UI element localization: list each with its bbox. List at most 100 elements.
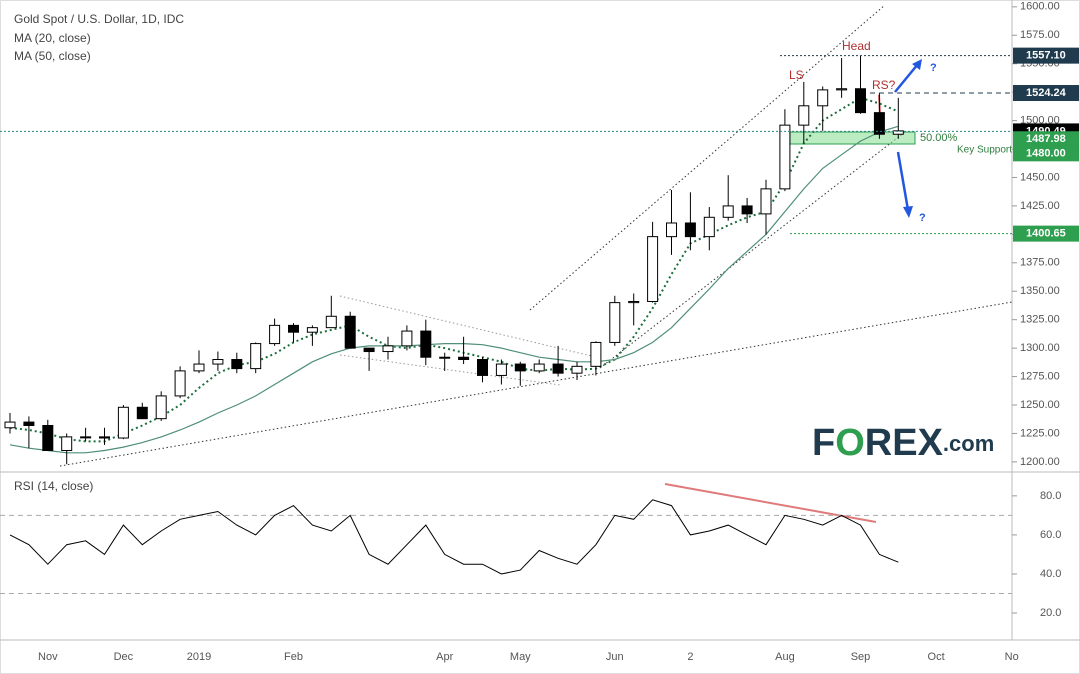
y-tick-label: 40.0: [1040, 568, 1061, 580]
triangle-top: [339, 295, 601, 359]
candle-body: [250, 343, 262, 370]
y-tick-label: 1375.00: [1020, 257, 1060, 269]
arrow-down-head: [903, 206, 913, 218]
candle-body: [741, 205, 753, 215]
y-tick-label: 1200.00: [1020, 456, 1060, 468]
candle-body: [136, 406, 148, 420]
arrow-down: [896, 151, 910, 211]
candle-body: [666, 222, 677, 238]
candle-body: [99, 436, 110, 439]
annotation: RS?: [872, 78, 896, 92]
chart-title: Gold Spot / U.S. Dollar, 1D, IDC: [14, 12, 184, 26]
candle-body: [80, 436, 92, 439]
price-tag-label: 1557.10: [1026, 50, 1066, 62]
price-tag-label: 1487.98: [1026, 133, 1066, 145]
candle-body: [873, 112, 885, 135]
annotation: ?: [919, 212, 926, 224]
candle-body: [836, 88, 848, 91]
candle-body: [477, 359, 488, 376]
logo: FOREX.com: [812, 422, 994, 464]
candle-body: [628, 300, 640, 304]
y-tick-label: 80.0: [1040, 490, 1061, 502]
y-tick-label: 1425.00: [1020, 200, 1060, 212]
candle-body: [722, 205, 734, 218]
candle-body: [439, 356, 451, 359]
y-tick-label: 1575.00: [1020, 29, 1060, 41]
candle-body: [42, 424, 54, 452]
candle-body: [892, 130, 904, 135]
candle-body: [61, 436, 73, 452]
x-tick-label: Sep: [851, 651, 871, 663]
candle-body: [533, 363, 545, 372]
x-tick-label: Feb: [284, 651, 303, 663]
candle-body: [288, 324, 299, 333]
y-tick-label: 20.0: [1040, 607, 1061, 619]
y-tick-label: 1275.00: [1020, 370, 1060, 382]
candle-body: [174, 370, 186, 397]
arrow-up-head: [912, 59, 922, 70]
candle-body: [155, 395, 167, 420]
x-tick-label: Jun: [606, 651, 624, 663]
candle-body: [552, 363, 564, 374]
price-tag: [1013, 47, 1079, 64]
candle-body: [23, 421, 35, 426]
candle-body: [684, 222, 696, 238]
channel-bottom: [599, 131, 906, 369]
candle-body: [4, 421, 16, 429]
candle-body: [495, 363, 507, 376]
y-tick-label: 1300.00: [1020, 342, 1060, 354]
annotation: ?: [930, 62, 937, 74]
candle-body: [212, 359, 224, 365]
candle-body: [703, 216, 715, 238]
ma-line: [9, 125, 899, 454]
candle-body: [117, 406, 129, 439]
candle-body: [231, 359, 243, 370]
price-tag: [1013, 145, 1079, 162]
candle-body: [382, 345, 394, 353]
candle-body: [609, 302, 621, 343]
y-tick-label: 1450.00: [1020, 171, 1060, 183]
x-tick-label: Apr: [436, 651, 453, 663]
legend-entry: MA (50, close): [14, 49, 91, 63]
candle-body: [817, 89, 829, 107]
candle-body: [760, 188, 772, 215]
candle-body: [269, 324, 281, 345]
price-tag: [1013, 85, 1079, 102]
x-tick-label: No: [1005, 651, 1019, 663]
candle-body: [193, 363, 205, 372]
annotation: Head: [842, 39, 871, 53]
candle-body: [514, 363, 526, 372]
annotation: LS: [789, 68, 804, 82]
candle-body: [798, 105, 810, 126]
annotation: Key Support: [957, 145, 1012, 156]
x-tick-label: 2019: [187, 651, 211, 663]
price-tag: [1013, 131, 1079, 148]
y-tick-label: 1350.00: [1020, 285, 1060, 297]
rsi-line: [9, 499, 899, 575]
candle-body: [325, 315, 337, 329]
x-tick-label: Oct: [928, 651, 945, 663]
x-tick-label: Nov: [38, 651, 58, 663]
x-tick-label: May: [510, 651, 531, 663]
annotation: 50.00%: [920, 132, 958, 144]
candle-body: [306, 327, 318, 333]
candle-body: [458, 356, 470, 361]
candle-body: [590, 341, 602, 367]
y-tick-label: 60.0: [1040, 529, 1061, 541]
candle-body: [420, 330, 432, 358]
x-tick-label: Dec: [114, 651, 134, 663]
candle-body: [855, 88, 866, 114]
price-tag-label: 1480.00: [1026, 147, 1066, 159]
ma-line: [9, 96, 899, 443]
x-tick-label: Aug: [775, 651, 795, 663]
candle-body: [571, 365, 583, 374]
support-trendline: [59, 301, 1013, 467]
triangle-bottom: [339, 354, 561, 386]
price-tag-label: 1400.65: [1026, 228, 1066, 240]
candle-body: [363, 347, 375, 353]
y-tick-label: 1325.00: [1020, 314, 1060, 326]
candle-body: [401, 330, 413, 347]
x-tick-label: 2: [687, 651, 693, 663]
